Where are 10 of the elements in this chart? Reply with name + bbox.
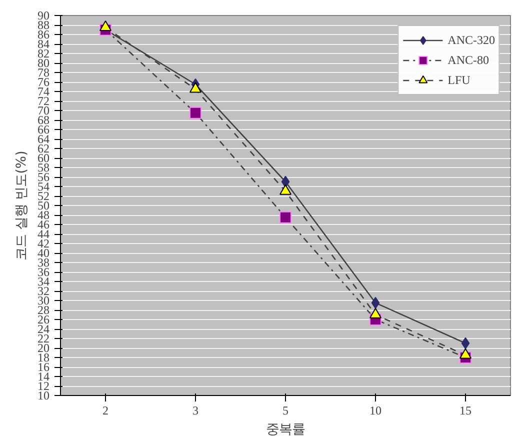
x-tick-label: 10 (370, 404, 382, 418)
x-tick-label: 2 (102, 404, 108, 418)
x-tick-label: 15 (460, 404, 472, 418)
x-tick-label: 3 (192, 404, 198, 418)
y-axis-title: 코드 실행 빈도(%) (14, 150, 30, 260)
x-tick-label: 5 (282, 404, 288, 418)
legend-label: LFU (448, 72, 470, 88)
legend-label: ANC-320 (448, 32, 495, 48)
legend-label: ANC-80 (448, 52, 489, 68)
x-axis-title: 중복률 (266, 422, 305, 438)
